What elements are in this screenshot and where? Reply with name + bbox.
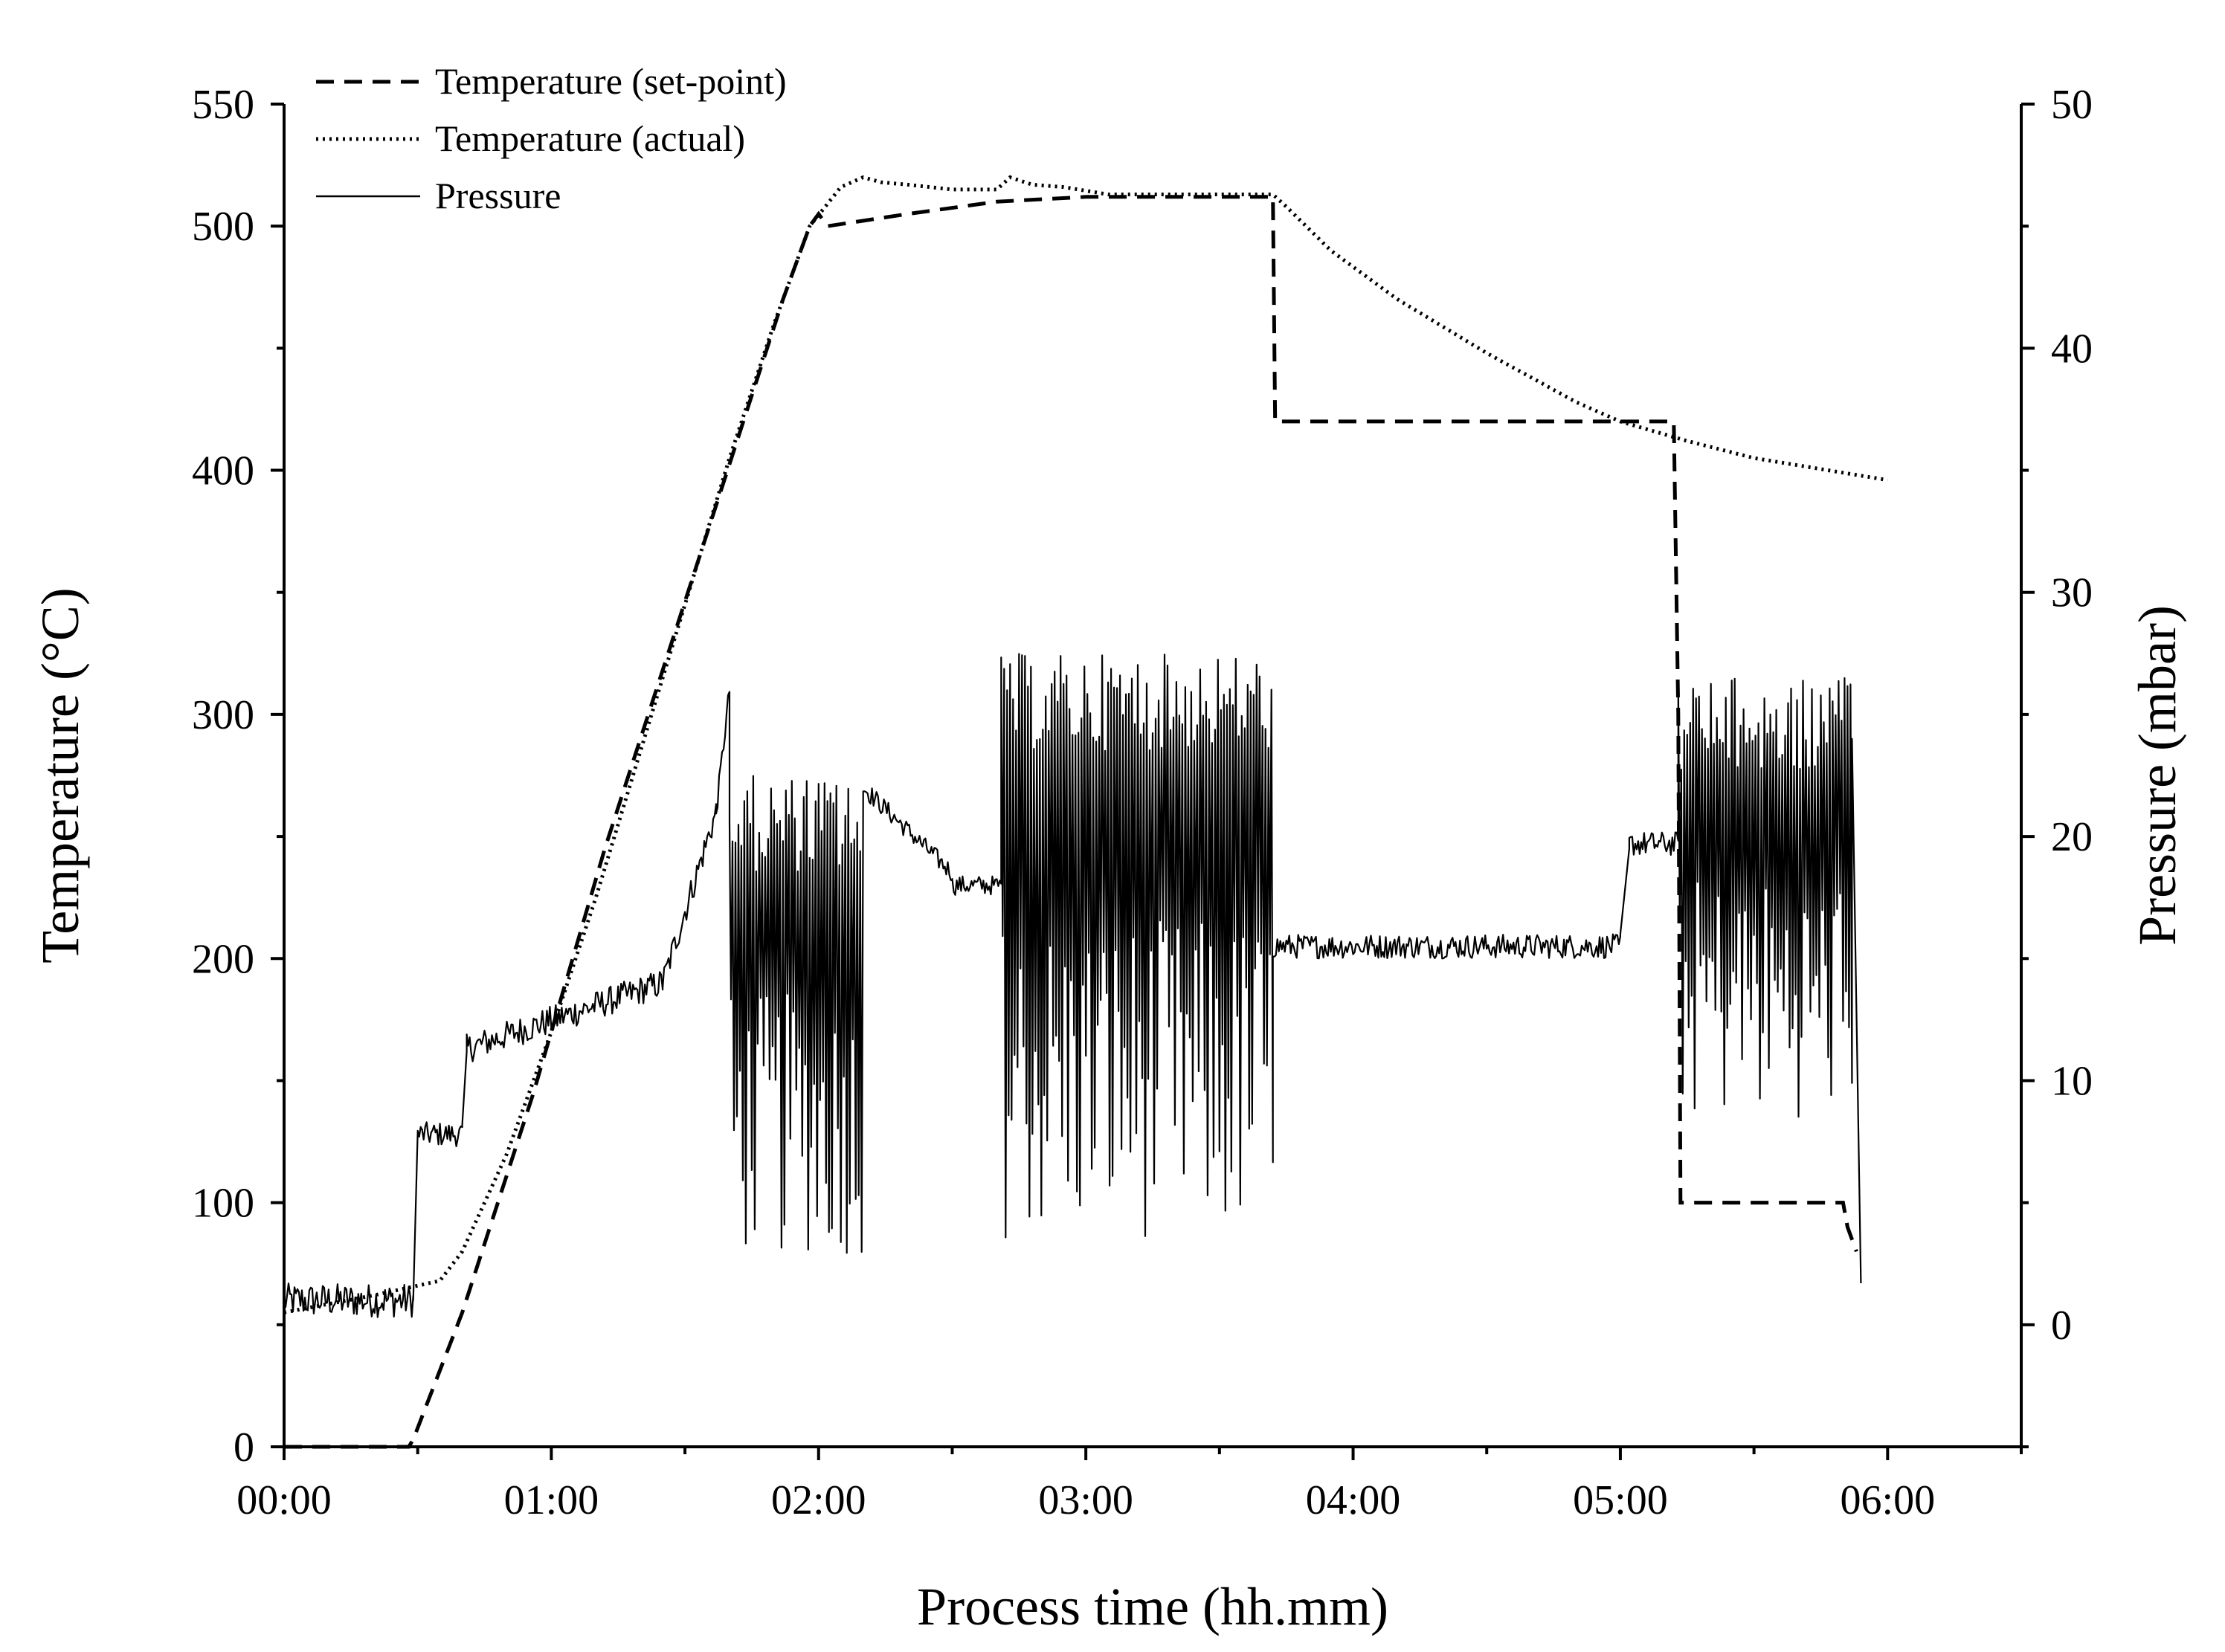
legend-label-actual: Temperature (actual) [435, 117, 745, 159]
y2-tick-label: 20 [2051, 814, 2093, 860]
axes [283, 104, 2023, 1448]
y2-tick-label: 30 [2051, 570, 2093, 616]
y-tick-label: 550 [192, 82, 254, 128]
y-tick-label: 300 [192, 692, 254, 738]
series-temperature-setpoint [284, 195, 1858, 1449]
y-tick-label: 500 [192, 204, 254, 250]
x-axis-title: Process time (hh.mm) [917, 1577, 1388, 1636]
ticks [271, 103, 2035, 1460]
x-tick-label: 04:00 [1306, 1477, 1401, 1523]
y2-tick-label: 10 [2051, 1058, 2093, 1104]
legend: Temperature (set-point) Temperature (act… [316, 60, 787, 216]
x-tick-label: 03:00 [1038, 1477, 1133, 1523]
y-tick-label: 0 [234, 1424, 254, 1471]
x-tick-label: 00:00 [236, 1477, 332, 1523]
x-tick-label: 05:00 [1573, 1477, 1668, 1523]
y-tick-label: 400 [192, 448, 254, 494]
plot-lines [283, 175, 1888, 1449]
y-axis-title: Temperature (°C) [30, 587, 90, 964]
series-pressure [283, 653, 1862, 1318]
y2-tick-label: 0 [2051, 1303, 2072, 1349]
x-tick-label: 02:00 [771, 1477, 866, 1523]
y-tick-label: 200 [192, 936, 254, 982]
y2-axis-title: Pressure (mbar) [2128, 605, 2187, 946]
legend-label-setpoint: Temperature (set-point) [435, 60, 787, 102]
x-tick-label: 01:00 [504, 1477, 599, 1523]
y2-tick-label: 50 [2051, 82, 2093, 128]
tick-labels: 00:00 01:00 02:00 03:00 04:00 05:00 06:0001002… [192, 82, 2093, 1523]
y-tick-label: 100 [192, 1181, 254, 1227]
x-tick-label: 06:00 [1841, 1477, 1936, 1523]
y2-tick-label: 40 [2051, 326, 2093, 372]
legend-label-pressure: Pressure [435, 175, 561, 216]
